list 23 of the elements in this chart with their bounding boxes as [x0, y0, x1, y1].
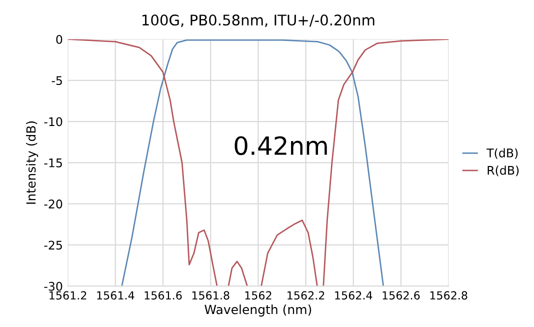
y-axis-title: Intensity (dB)	[26, 121, 38, 204]
y-tick-label: 0	[56, 34, 62, 44]
x-tick-label: 1561.4	[97, 291, 134, 300]
legend-label: R(dB)	[488, 166, 519, 176]
x-tick-label: 1562.4	[335, 291, 372, 300]
x-tick-label: 1562.8	[430, 291, 468, 300]
chart-title: 100G, PB0.58nm, ITU+/-0.20nm	[142, 14, 374, 28]
y-tick-label: -30	[44, 282, 62, 291]
legend-label: T(dB)	[486, 148, 518, 159]
x-tick-label: 1561.8	[192, 291, 230, 300]
y-tick-label: -15	[44, 158, 62, 168]
x-tick-label: 1561.2	[50, 291, 86, 300]
line-series	[121, 39, 384, 286]
x-axis-title: Wavelength (nm)	[204, 304, 312, 317]
x-tick-label: 1562	[245, 291, 272, 300]
x-tick-label: 1562.2	[288, 291, 324, 300]
y-tick-label: -10	[44, 117, 62, 126]
x-tick-label: 1562.6	[382, 291, 420, 300]
annotation: 0.42nm	[234, 136, 327, 156]
y-tick-label: -20	[44, 200, 62, 208]
y-tick-label: -5	[52, 76, 62, 86]
y-tick-label: -25	[44, 240, 62, 250]
x-tick-label: 1561.6	[144, 291, 182, 300]
